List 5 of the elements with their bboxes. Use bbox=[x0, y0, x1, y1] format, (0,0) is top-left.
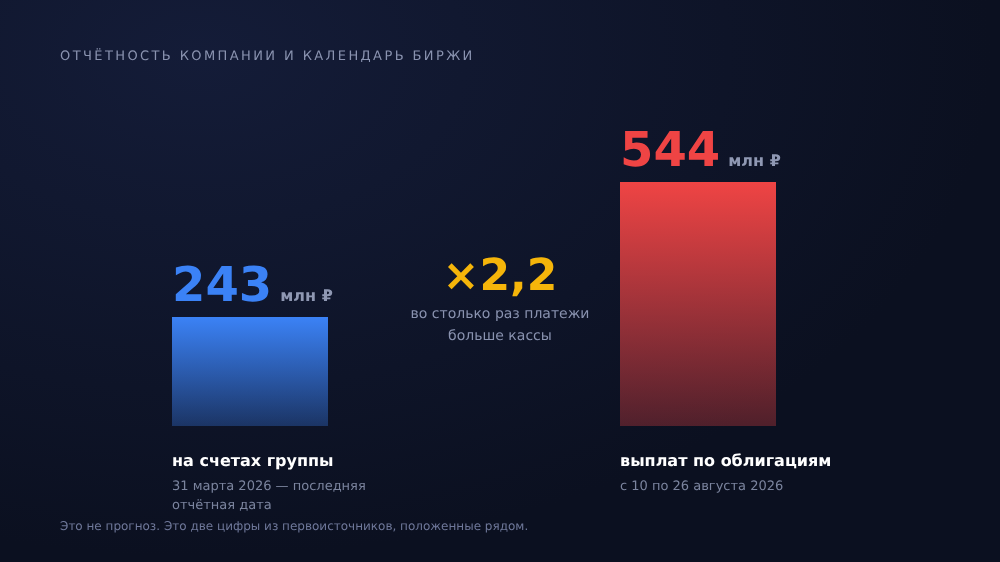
x-tick-label: выплат по облигациям bbox=[620, 452, 832, 470]
data-label: 544 млн ₽ bbox=[620, 122, 782, 178]
data-label: 243 млн ₽ bbox=[172, 257, 334, 314]
annotation: ×2,2 bbox=[442, 252, 558, 302]
x-tick-label: на счетах группы bbox=[172, 452, 334, 470]
